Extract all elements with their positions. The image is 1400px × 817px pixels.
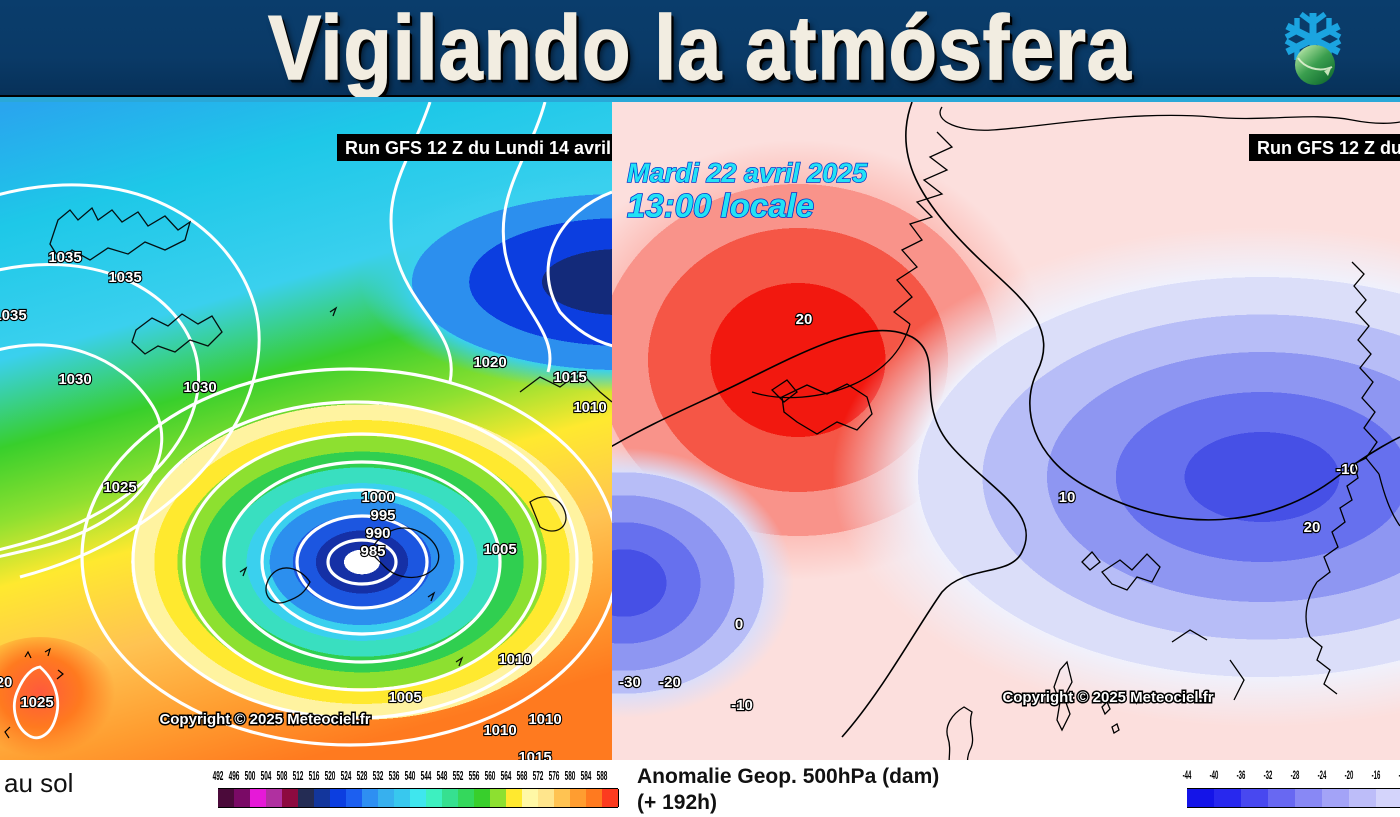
svg-text:1035: 1035 <box>0 307 27 324</box>
svg-text:990: 990 <box>365 525 390 542</box>
svg-text:Copyright © 2025 Meteociel.fr: Copyright © 2025 Meteociel.fr <box>1002 689 1213 706</box>
svg-text:1030: 1030 <box>183 379 216 396</box>
svg-text:1010: 1010 <box>498 651 531 668</box>
svg-text:995: 995 <box>370 507 395 524</box>
svg-text:1025: 1025 <box>103 479 136 496</box>
svg-text:1010: 1010 <box>528 711 561 728</box>
svg-text:1025: 1025 <box>20 694 53 711</box>
svg-text:10: 10 <box>1059 489 1076 506</box>
svg-text:20: 20 <box>796 311 813 328</box>
svg-text:-20: -20 <box>659 674 681 691</box>
svg-text:-30: -30 <box>619 674 641 691</box>
svg-text:20: 20 <box>1304 519 1321 536</box>
svg-text:1010: 1010 <box>483 722 516 739</box>
svg-text:1005: 1005 <box>388 689 421 706</box>
svg-text:-10: -10 <box>731 697 753 714</box>
svg-text:1035: 1035 <box>108 269 141 286</box>
svg-text:1010: 1010 <box>573 399 606 416</box>
svg-text:1015: 1015 <box>518 749 551 760</box>
svg-text:20: 20 <box>0 674 12 691</box>
svg-text:0: 0 <box>735 616 743 633</box>
svg-text:1020: 1020 <box>473 354 506 371</box>
svg-text:Copyright © 2025 Meteociel.fr: Copyright © 2025 Meteociel.fr <box>159 711 370 728</box>
svg-text:985: 985 <box>360 543 385 560</box>
svg-text:1035: 1035 <box>48 249 81 266</box>
svg-text:13:00 locale: 13:00 locale <box>627 187 814 224</box>
svg-text:Run GFS 12 Z du Lundi 14 avril: Run GFS 12 Z du Lundi 14 avril 2 <box>345 138 612 158</box>
svg-text:1005: 1005 <box>483 541 516 558</box>
svg-text:1030: 1030 <box>58 371 91 388</box>
svg-text:Mardi 22 avril 2025: Mardi 22 avril 2025 <box>627 158 868 188</box>
svg-text:1015: 1015 <box>553 369 586 386</box>
svg-text:1000: 1000 <box>361 489 394 506</box>
svg-text:Run GFS 12 Z du L: Run GFS 12 Z du L <box>1257 138 1400 158</box>
